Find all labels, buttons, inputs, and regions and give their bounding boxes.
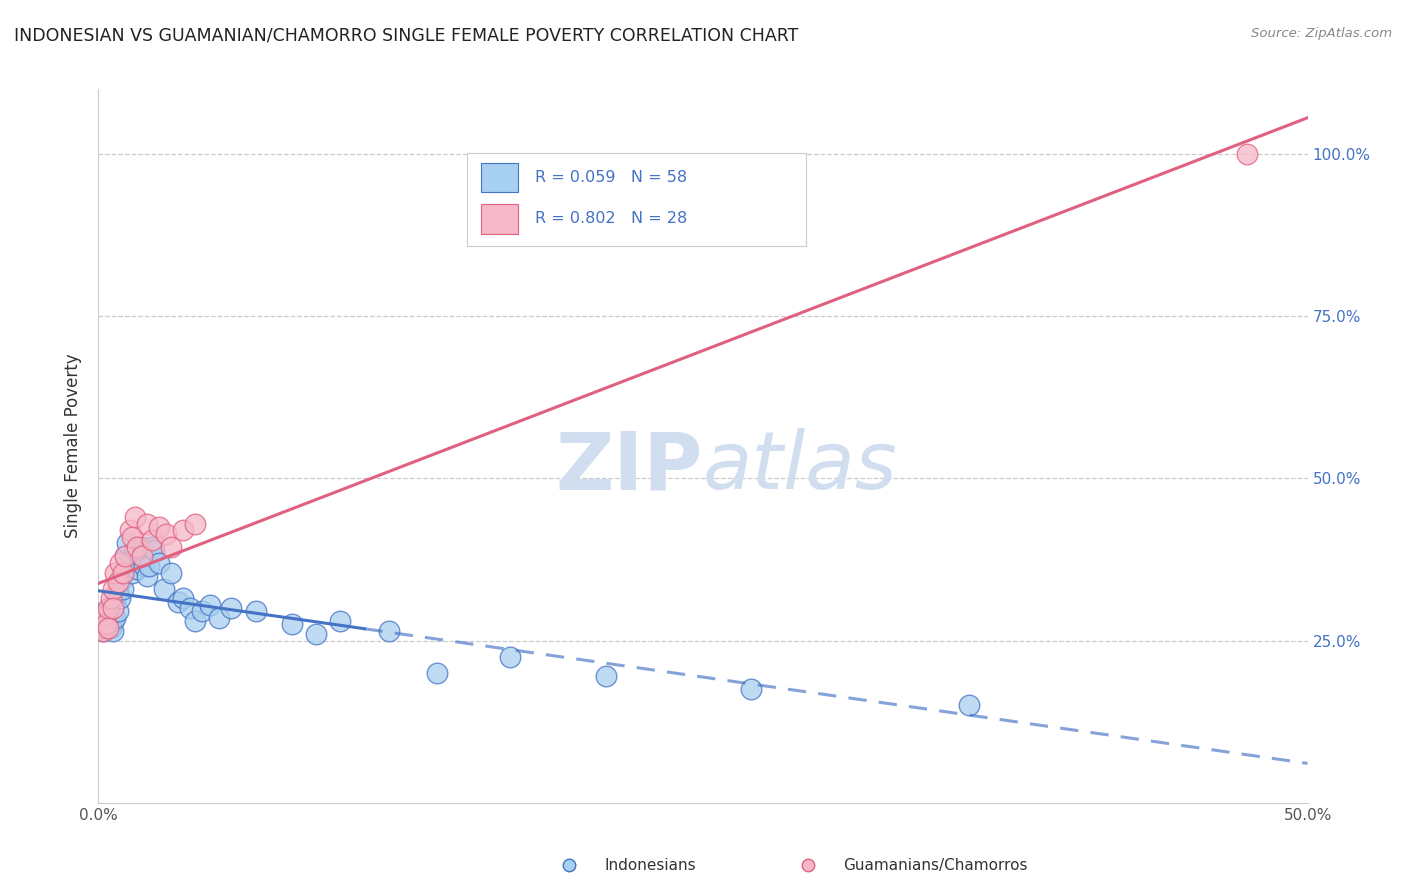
Text: ZIP: ZIP bbox=[555, 428, 703, 507]
Point bbox=[100, 611, 122, 625]
Text: Guamanians/Chamorros: Guamanians/Chamorros bbox=[844, 858, 1028, 872]
Point bbox=[101, 604, 124, 618]
Point bbox=[100, 601, 122, 615]
Point bbox=[91, 624, 114, 638]
Point bbox=[221, 601, 243, 615]
Point bbox=[957, 698, 980, 713]
Point bbox=[117, 536, 139, 550]
Point bbox=[121, 530, 143, 544]
Point bbox=[138, 559, 160, 574]
Point bbox=[131, 549, 153, 564]
Point bbox=[281, 617, 304, 632]
Point bbox=[172, 591, 194, 606]
Point bbox=[141, 540, 163, 554]
Point bbox=[118, 524, 141, 538]
Point bbox=[127, 540, 149, 554]
Point bbox=[184, 614, 207, 628]
Point bbox=[107, 585, 129, 599]
Point bbox=[90, 621, 112, 635]
Point bbox=[305, 627, 328, 641]
Point bbox=[104, 595, 127, 609]
Point bbox=[172, 524, 194, 538]
Point bbox=[111, 582, 134, 596]
Point bbox=[498, 649, 520, 664]
Point bbox=[377, 624, 399, 638]
Point bbox=[100, 591, 122, 606]
Point bbox=[108, 575, 131, 590]
Point bbox=[94, 614, 117, 628]
Point bbox=[101, 582, 124, 596]
Point bbox=[111, 566, 134, 580]
Point bbox=[208, 611, 231, 625]
Point bbox=[94, 621, 117, 635]
Point bbox=[148, 520, 170, 534]
Point bbox=[198, 598, 221, 612]
Point bbox=[101, 601, 124, 615]
Point bbox=[128, 549, 150, 564]
Point bbox=[127, 562, 149, 576]
Point bbox=[97, 601, 120, 615]
Point bbox=[167, 595, 190, 609]
Point bbox=[134, 559, 156, 574]
Point bbox=[108, 556, 131, 570]
Point bbox=[114, 549, 136, 564]
Point bbox=[426, 666, 449, 681]
Point bbox=[148, 556, 170, 570]
Point bbox=[121, 566, 143, 580]
Point bbox=[118, 556, 141, 570]
Point bbox=[101, 624, 124, 638]
Point bbox=[179, 601, 201, 615]
Point bbox=[160, 540, 183, 554]
Point bbox=[114, 549, 136, 564]
Point bbox=[94, 617, 117, 632]
Point bbox=[97, 621, 120, 635]
Point bbox=[155, 526, 177, 541]
Point bbox=[91, 624, 114, 638]
Point bbox=[131, 540, 153, 554]
Text: atlas: atlas bbox=[703, 428, 898, 507]
Point bbox=[184, 516, 207, 531]
Point bbox=[107, 604, 129, 618]
Text: Source: ZipAtlas.com: Source: ZipAtlas.com bbox=[1251, 27, 1392, 40]
Point bbox=[160, 566, 183, 580]
Point bbox=[101, 614, 124, 628]
Point bbox=[108, 591, 131, 606]
Point bbox=[107, 575, 129, 590]
Point bbox=[104, 566, 127, 580]
Point bbox=[595, 669, 617, 683]
Text: INDONESIAN VS GUAMANIAN/CHAMORRO SINGLE FEMALE POVERTY CORRELATION CHART: INDONESIAN VS GUAMANIAN/CHAMORRO SINGLE … bbox=[14, 27, 799, 45]
Point bbox=[152, 582, 174, 596]
Point bbox=[143, 542, 166, 557]
Point bbox=[91, 607, 114, 622]
Point bbox=[124, 542, 146, 557]
Point bbox=[1236, 147, 1258, 161]
Point bbox=[94, 604, 117, 618]
Point bbox=[124, 510, 146, 524]
Point bbox=[111, 566, 134, 580]
Text: Indonesians: Indonesians bbox=[605, 858, 696, 872]
Point bbox=[135, 568, 157, 582]
Point bbox=[245, 604, 267, 618]
Point bbox=[97, 611, 120, 625]
Y-axis label: Single Female Poverty: Single Female Poverty bbox=[65, 354, 83, 538]
Point bbox=[104, 611, 127, 625]
Point bbox=[91, 617, 114, 632]
Point bbox=[329, 614, 352, 628]
Point bbox=[94, 607, 117, 622]
Point bbox=[100, 621, 122, 635]
Point bbox=[191, 604, 214, 618]
Point bbox=[97, 621, 120, 635]
Point bbox=[90, 621, 112, 635]
Point bbox=[141, 533, 163, 547]
Point bbox=[740, 682, 762, 697]
Point bbox=[91, 611, 114, 625]
Point bbox=[135, 516, 157, 531]
Point bbox=[90, 611, 112, 625]
